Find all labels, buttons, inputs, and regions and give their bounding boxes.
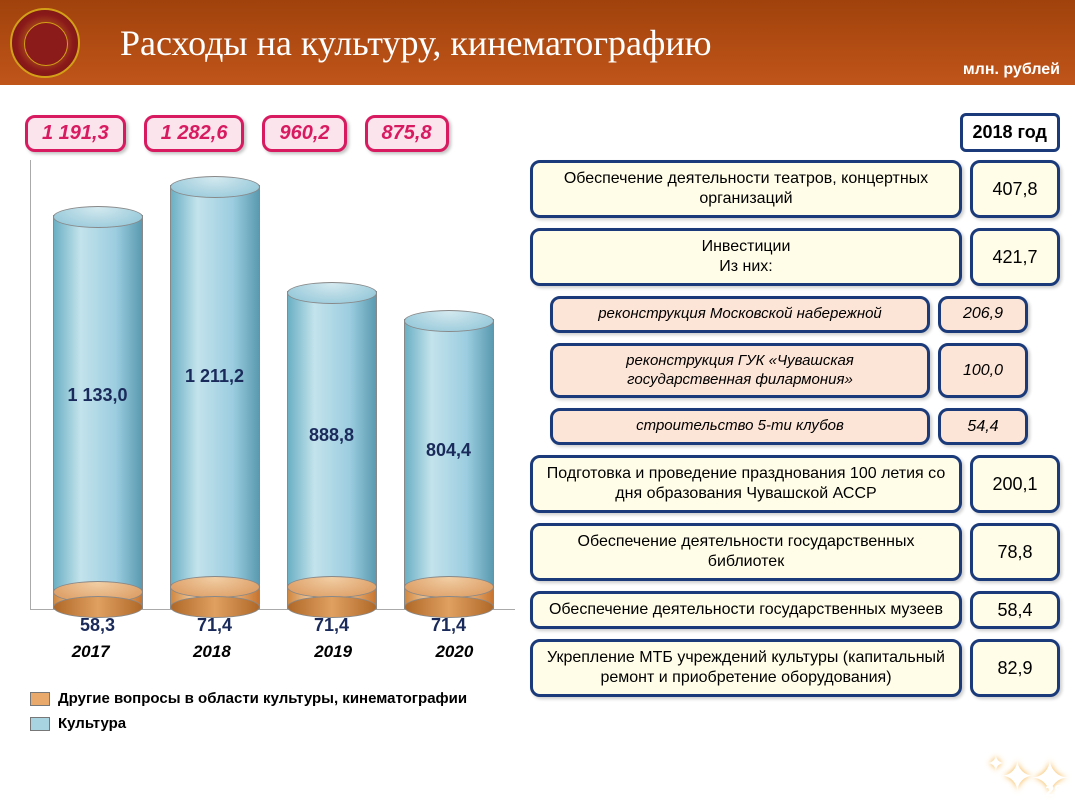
- breakdown-label: Обеспечение деятельности государственных…: [530, 591, 962, 629]
- breakdown-row: Обеспечение деятельности государственных…: [530, 591, 1060, 629]
- legend-item-culture: Культура: [30, 715, 515, 732]
- bar-column: 1 211,2 71,4: [165, 185, 265, 609]
- total-label: 1 191,3: [25, 115, 126, 152]
- unit-label: млн. рублей: [963, 61, 1060, 79]
- breakdown-value: 82,9: [970, 639, 1060, 697]
- cylinder: 1 133,0 58,3: [53, 215, 143, 609]
- total-label: 1 282,6: [144, 115, 245, 152]
- x-tick: 2020: [435, 642, 473, 662]
- slide-title: Расходы на культуру, кинематографию: [120, 22, 712, 64]
- emblem-icon: [10, 8, 80, 78]
- breakdown-row: реконструкция Московской набережной206,9: [530, 296, 1060, 333]
- breakdown-row: Обеспечение деятельности театров, концер…: [530, 160, 1060, 218]
- breakdown-label: реконструкция ГУК «Чувашская государстве…: [550, 343, 930, 399]
- year-box: 2018 год: [960, 113, 1061, 152]
- segment-culture: 1 211,2: [170, 185, 260, 586]
- breakdown-row: строительство 5-ти клубов54,4: [530, 408, 1060, 445]
- breakdown-row: реконструкция ГУК «Чувашская государстве…: [530, 343, 1060, 399]
- value-other: 71,4: [197, 615, 232, 636]
- legend-label-culture: Культура: [58, 715, 126, 732]
- breakdown-value: 100,0: [938, 343, 1028, 399]
- breakdown-label: Обеспечение деятельности государственных…: [530, 523, 962, 581]
- breakdown-label: Обеспечение деятельности театров, концер…: [530, 160, 962, 218]
- segment-culture: 804,4: [404, 319, 494, 585]
- breakdown-label: реконструкция Московской набережной: [550, 296, 930, 333]
- segment-culture: 888,8: [287, 291, 377, 585]
- breakdown-area: 2018 год Обеспечение деятельности театро…: [520, 85, 1075, 805]
- bar-plot: 1 133,0 58,3 1 211,2 71,4 888,8 71,4 804,4 71,4: [30, 160, 515, 610]
- breakdown-value: 206,9: [938, 296, 1028, 333]
- value-other: 58,3: [80, 615, 115, 636]
- breakdown-label: Укрепление МТБ учреждений культуры (капи…: [530, 639, 962, 697]
- content-area: 1 191,3 1 282,6 960,2 875,8 1 133,0 58,3 1 21…: [0, 85, 1075, 805]
- breakdown-label: ИнвестицииИз них:: [530, 228, 962, 286]
- totals-row: 1 191,3 1 282,6 960,2 875,8: [15, 115, 515, 152]
- value-culture: 1 133,0: [67, 385, 127, 406]
- bar-column: 888,8 71,4: [282, 291, 382, 609]
- chart-area: 1 191,3 1 282,6 960,2 875,8 1 133,0 58,3 1 21…: [0, 85, 520, 805]
- page-number: 28: [1045, 783, 1063, 801]
- segment-other: 71,4: [287, 585, 377, 609]
- breakdown-rows: Обеспечение деятельности театров, концер…: [530, 160, 1060, 697]
- segment-culture: 1 133,0: [53, 215, 143, 590]
- segment-other: 58,3: [53, 590, 143, 609]
- cylinder: 1 211,2 71,4: [170, 185, 260, 609]
- legend-swatch-culture: [30, 717, 50, 731]
- cylinder: 804,4 71,4: [404, 319, 494, 609]
- value-other: 71,4: [314, 615, 349, 636]
- segment-other: 71,4: [170, 585, 260, 609]
- bar-column: 1 133,0 58,3: [48, 215, 148, 609]
- total-label: 875,8: [365, 115, 449, 152]
- value-other: 71,4: [431, 615, 466, 636]
- bar-column: 804,4 71,4: [399, 319, 499, 609]
- breakdown-row: Обеспечение деятельности государственных…: [530, 523, 1060, 581]
- legend-item-other: Другие вопросы в области культуры, кинем…: [30, 690, 515, 707]
- breakdown-value: 200,1: [970, 455, 1060, 513]
- breakdown-row: Подготовка и проведение празднования 100…: [530, 455, 1060, 513]
- value-culture: 1 211,2: [185, 366, 244, 387]
- x-tick: 2017: [72, 642, 110, 662]
- slide-header: Расходы на культуру, кинематографию млн.…: [0, 0, 1075, 85]
- breakdown-value: 58,4: [970, 591, 1060, 629]
- legend: Другие вопросы в области культуры, кинем…: [30, 690, 515, 732]
- breakdown-value: 407,8: [970, 160, 1060, 218]
- breakdown-value: 78,8: [970, 523, 1060, 581]
- breakdown-value: 421,7: [970, 228, 1060, 286]
- breakdown-label: Подготовка и проведение празднования 100…: [530, 455, 962, 513]
- cylinder: 888,8 71,4: [287, 291, 377, 609]
- breakdown-value: 54,4: [938, 408, 1028, 445]
- legend-swatch-other: [30, 692, 50, 706]
- x-tick: 2019: [314, 642, 352, 662]
- legend-label-other: Другие вопросы в области культуры, кинем…: [58, 690, 467, 707]
- breakdown-row: Укрепление МТБ учреждений культуры (капи…: [530, 639, 1060, 697]
- breakdown-label: строительство 5-ти клубов: [550, 408, 930, 445]
- breakdown-row: ИнвестицииИз них:421,7: [530, 228, 1060, 286]
- value-culture: 804,4: [426, 440, 471, 461]
- total-label: 960,2: [262, 115, 346, 152]
- x-tick: 2018: [193, 642, 231, 662]
- value-culture: 888,8: [309, 425, 354, 446]
- segment-other: 71,4: [404, 585, 494, 609]
